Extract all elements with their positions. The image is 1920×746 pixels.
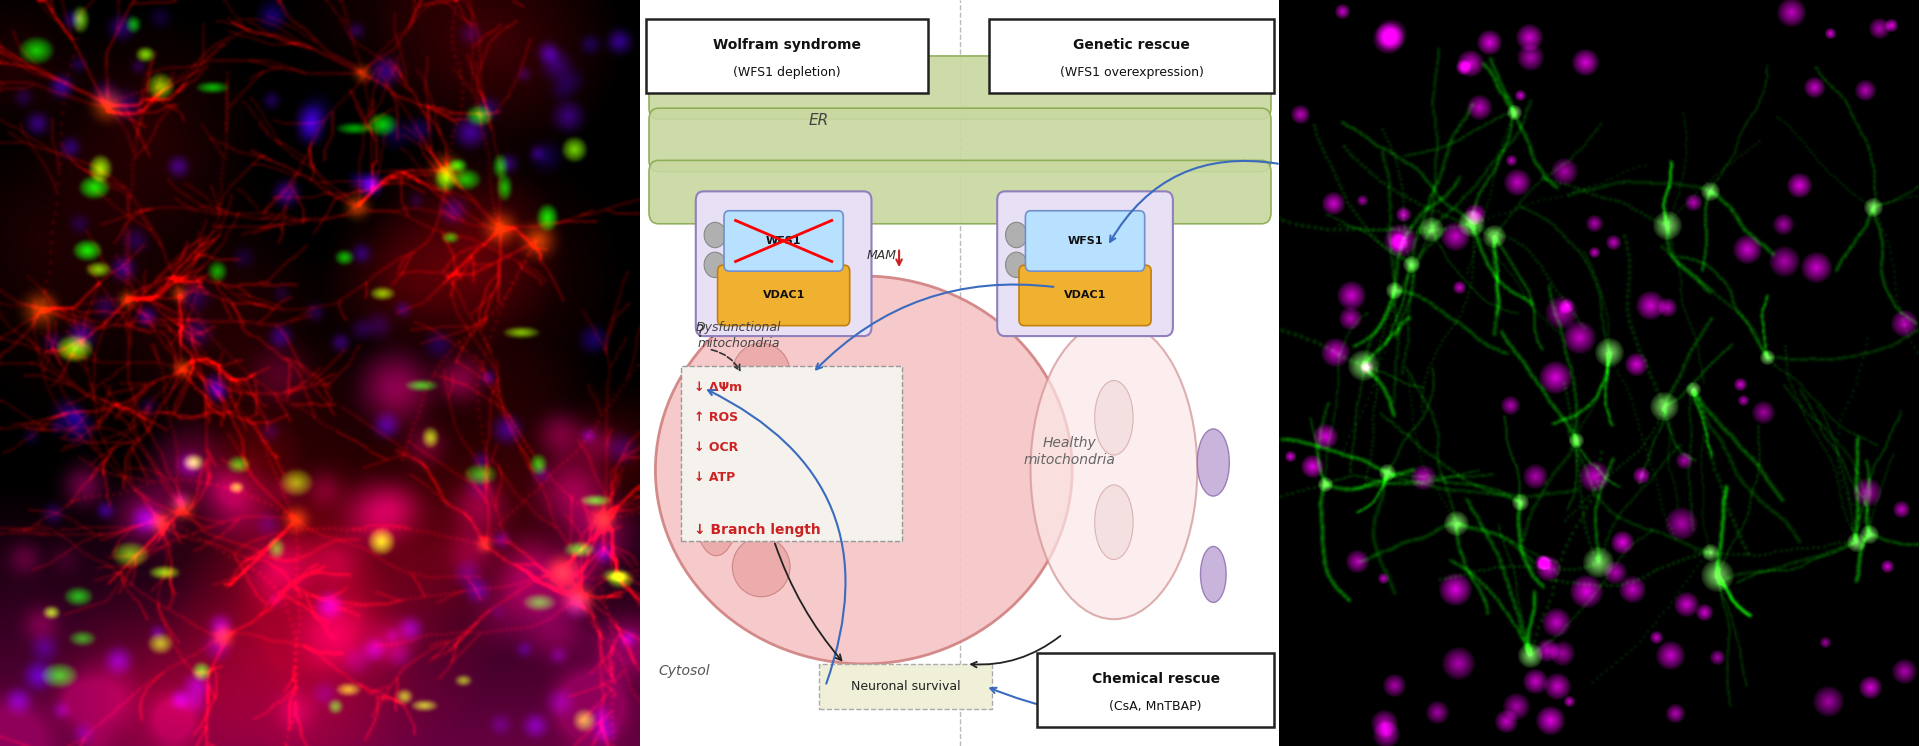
Ellipse shape xyxy=(1200,546,1227,603)
Text: WFS1: WFS1 xyxy=(766,236,801,246)
Text: VDAC1: VDAC1 xyxy=(762,290,804,301)
Text: WFS1: WFS1 xyxy=(1068,236,1102,246)
FancyBboxPatch shape xyxy=(649,108,1271,172)
Ellipse shape xyxy=(1094,380,1133,455)
Circle shape xyxy=(1006,252,1027,278)
FancyBboxPatch shape xyxy=(1020,266,1152,325)
Ellipse shape xyxy=(693,459,739,556)
Text: ↓ ATP: ↓ ATP xyxy=(693,471,735,484)
FancyBboxPatch shape xyxy=(996,191,1173,336)
FancyBboxPatch shape xyxy=(820,664,993,709)
Text: Cytosol: Cytosol xyxy=(659,665,710,678)
FancyBboxPatch shape xyxy=(724,210,843,271)
Ellipse shape xyxy=(1031,321,1198,619)
Text: ↓ OCR: ↓ OCR xyxy=(693,441,737,454)
Text: ↓ Branch length: ↓ Branch length xyxy=(693,523,820,536)
Text: Genetic rescue: Genetic rescue xyxy=(1073,38,1190,51)
Text: Healthy
mitochondria: Healthy mitochondria xyxy=(1023,436,1116,467)
Text: ER: ER xyxy=(808,113,829,128)
Text: Chemical rescue: Chemical rescue xyxy=(1092,672,1219,686)
Text: MAM: MAM xyxy=(868,248,897,262)
Ellipse shape xyxy=(732,537,789,597)
Ellipse shape xyxy=(1094,485,1133,560)
FancyBboxPatch shape xyxy=(649,160,1271,224)
Ellipse shape xyxy=(693,377,739,459)
FancyArrowPatch shape xyxy=(710,350,739,371)
Text: (WFS1 depletion): (WFS1 depletion) xyxy=(733,66,841,79)
Text: Dysfunctional
mitochondria: Dysfunctional mitochondria xyxy=(697,321,781,350)
Text: Wolfram syndrome: Wolfram syndrome xyxy=(712,38,860,51)
FancyBboxPatch shape xyxy=(682,366,902,541)
Text: ?: ? xyxy=(695,323,705,341)
FancyBboxPatch shape xyxy=(989,19,1275,93)
Circle shape xyxy=(1006,222,1027,248)
Text: Neuronal survival: Neuronal survival xyxy=(851,680,960,693)
FancyBboxPatch shape xyxy=(649,56,1271,119)
Ellipse shape xyxy=(732,343,789,403)
FancyBboxPatch shape xyxy=(1037,653,1275,727)
Text: (CsA, MnTBAP): (CsA, MnTBAP) xyxy=(1110,700,1202,713)
Text: (WFS1 overexpression): (WFS1 overexpression) xyxy=(1060,66,1204,79)
Circle shape xyxy=(705,252,726,278)
Text: VDAC1: VDAC1 xyxy=(1064,290,1106,301)
Ellipse shape xyxy=(655,276,1071,664)
Text: ↑ ROS: ↑ ROS xyxy=(693,411,737,424)
FancyBboxPatch shape xyxy=(718,266,851,325)
FancyBboxPatch shape xyxy=(1025,210,1144,271)
Circle shape xyxy=(705,222,726,248)
Ellipse shape xyxy=(1198,429,1229,496)
FancyBboxPatch shape xyxy=(695,191,872,336)
FancyBboxPatch shape xyxy=(645,19,927,93)
Text: ↓ ΔΨm: ↓ ΔΨm xyxy=(693,381,741,395)
